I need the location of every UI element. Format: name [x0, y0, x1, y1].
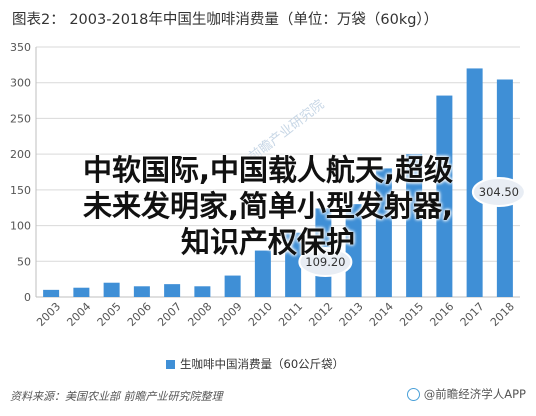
- bar-2010: [254, 250, 271, 297]
- bar-2009: [224, 275, 241, 297]
- callout-bubble: [471, 177, 526, 207]
- y-tick-label: 350: [10, 41, 31, 54]
- callout-label: 109.20: [305, 255, 345, 269]
- overlay-line-1: 中软国际,中国载人航天,超级: [82, 153, 454, 187]
- overlay-text: 中软国际,中国载人航天,超级 未来发明家,简单小型发射器, 知识产权保护: [0, 152, 536, 260]
- x-tick-label: 2004: [64, 300, 93, 329]
- bar-2003: [43, 289, 60, 297]
- source-note: 资料来源：美国农业部 前瞻产业研究院整理: [10, 390, 223, 403]
- x-tick-label: 2010: [246, 300, 275, 329]
- bar-2011: [285, 232, 302, 297]
- y-tick-label: 0: [24, 291, 31, 304]
- bar-2017: [466, 68, 483, 297]
- bar-2004: [73, 287, 90, 297]
- brand-label: @前瞻经济学人APP: [423, 387, 526, 401]
- bar-2013: [345, 204, 362, 297]
- chart-legend: 生咖啡中国消费量（60公斤袋）: [166, 356, 344, 372]
- y-tick-label: 300: [10, 77, 31, 90]
- x-tick-label: 2007: [155, 300, 184, 329]
- x-tick-label: 2008: [185, 300, 214, 329]
- bar-2015: [406, 154, 423, 297]
- x-tick-label: 2012: [306, 300, 335, 329]
- y-tick-label: 200: [10, 148, 31, 161]
- y-tick-label: 150: [10, 184, 31, 197]
- x-tick-label: 2014: [367, 300, 396, 329]
- overlay-line-2: 未来发明家,简单小型发射器,: [82, 189, 454, 223]
- x-tick-label: 2018: [488, 300, 517, 329]
- y-tick-label: 50: [17, 255, 31, 268]
- legend-swatch: [166, 359, 175, 369]
- bar-2006: [133, 286, 150, 297]
- overlay-line-3: 知识产权保护: [180, 225, 355, 259]
- bar-2005: [103, 282, 120, 297]
- bar-2007: [164, 284, 181, 297]
- brand-credit: @前瞻经济学人APP: [406, 386, 526, 402]
- y-tick-label: 250: [10, 112, 31, 125]
- x-tick-label: 2009: [216, 300, 245, 329]
- callout-label: 304.50: [479, 185, 519, 199]
- x-tick-label: 2003: [34, 300, 63, 329]
- x-tick-label: 2016: [427, 300, 456, 329]
- x-tick-label: 2015: [397, 300, 426, 329]
- x-tick-label: 2005: [95, 300, 124, 329]
- qianzhan-logo-icon: [406, 387, 420, 401]
- y-tick-label: 100: [10, 220, 31, 233]
- legend-label: 生咖啡中国消费量（60公斤袋）: [180, 357, 345, 371]
- x-tick-label: 2006: [125, 300, 154, 329]
- x-tick-label: 2017: [458, 300, 487, 329]
- bar-2016: [436, 95, 453, 297]
- chart-title: 图表2： 2003-2018年中国生咖啡消费量（单位：万袋（60kg））: [12, 12, 439, 28]
- bar-2008: [194, 286, 211, 297]
- bar-2014: [375, 168, 392, 297]
- x-tick-label: 2013: [337, 300, 366, 329]
- callout-bubble: [298, 247, 353, 277]
- x-tick-label: 2011: [276, 300, 305, 329]
